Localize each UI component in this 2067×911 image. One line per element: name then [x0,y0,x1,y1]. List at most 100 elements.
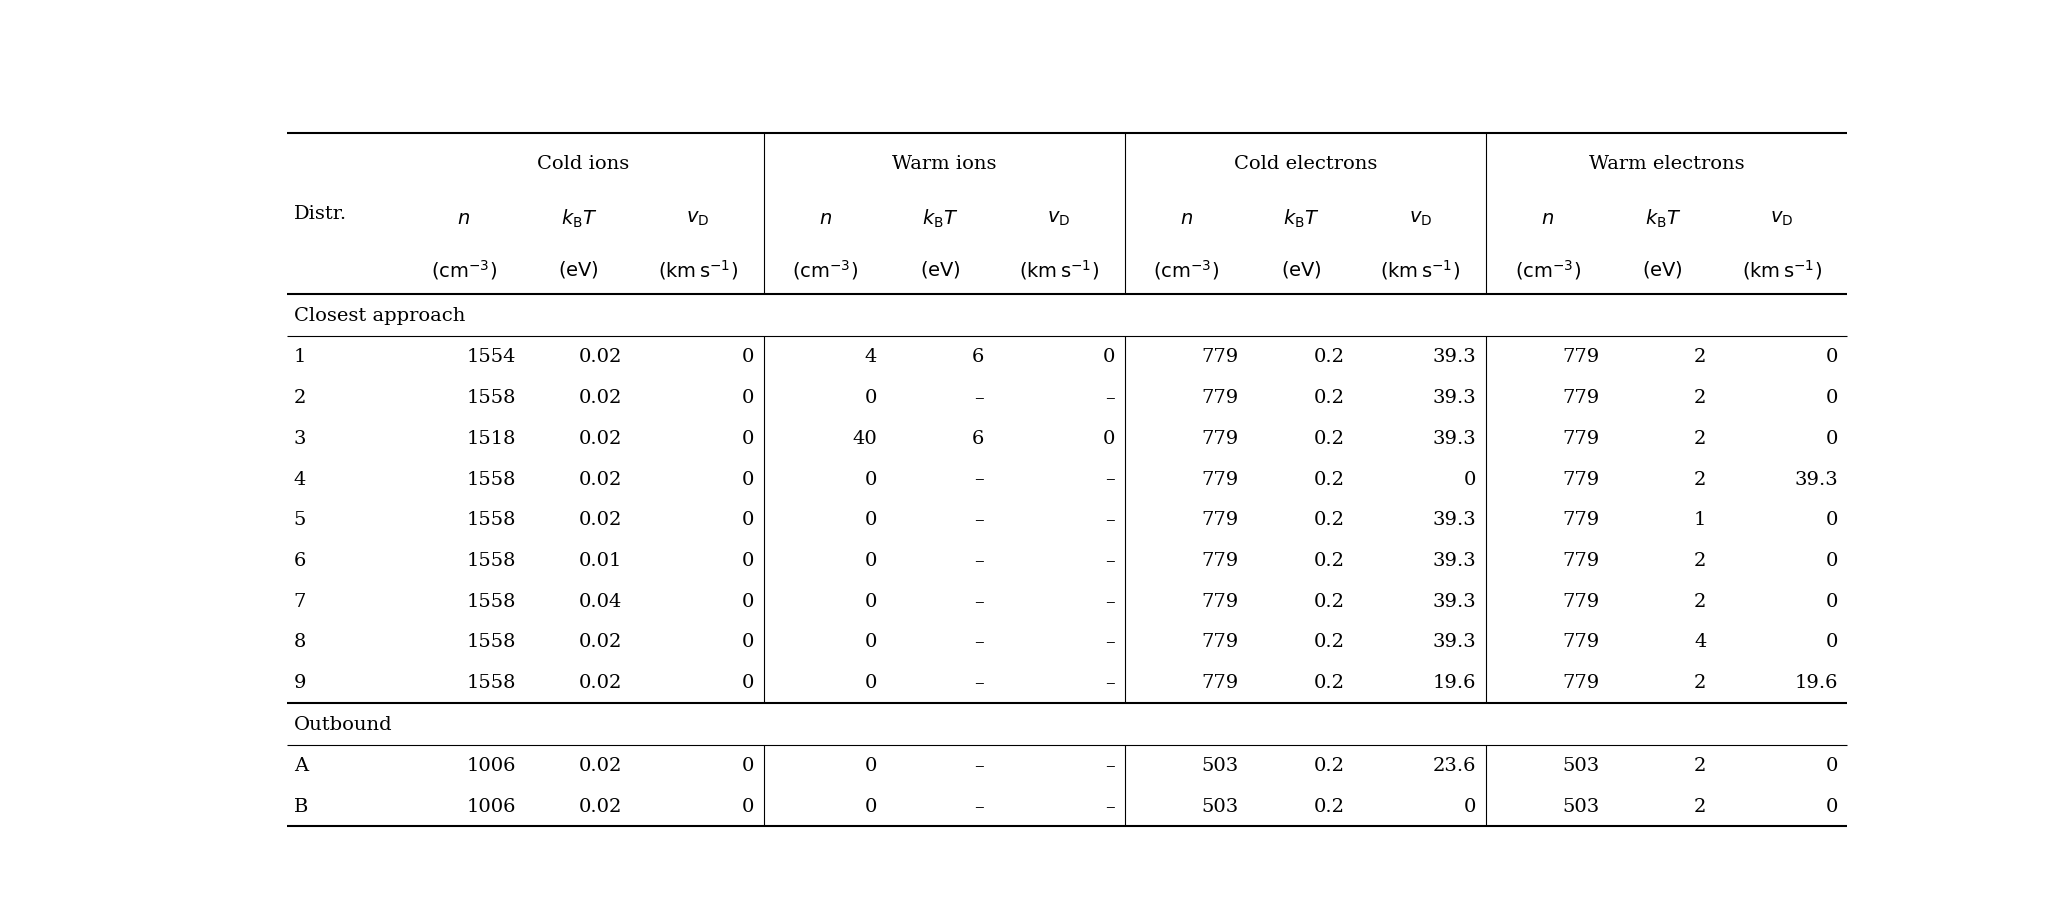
Text: 19.6: 19.6 [1432,673,1476,691]
Text: 39.3: 39.3 [1432,348,1476,366]
Text: 39.3: 39.3 [1794,470,1838,488]
Text: $n$: $n$ [1542,210,1554,228]
Text: 0.01: 0.01 [579,551,622,569]
Text: Cold electrons: Cold electrons [1234,155,1377,173]
Text: 0.02: 0.02 [579,756,622,774]
Text: –: – [1106,756,1116,774]
Text: 6: 6 [971,348,984,366]
Text: 0: 0 [1825,348,1838,366]
Text: 779: 779 [1201,551,1238,569]
Text: 0.2: 0.2 [1315,592,1346,610]
Text: 40: 40 [852,429,876,447]
Text: 39.3: 39.3 [1432,592,1476,610]
Text: 2: 2 [1695,348,1707,366]
Text: 39.3: 39.3 [1432,511,1476,528]
Text: Outbound: Outbound [294,715,393,732]
Text: $n$: $n$ [457,210,471,228]
Text: 0.02: 0.02 [579,797,622,814]
Text: 6: 6 [294,551,306,569]
Text: 503: 503 [1201,797,1238,814]
Text: 1558: 1558 [467,470,517,488]
Text: 779: 779 [1563,429,1600,447]
Text: 779: 779 [1563,673,1600,691]
Text: $(\rm eV)$: $(\rm eV)$ [558,259,599,280]
Text: $(\rm km\,s^{-1})$: $(\rm km\,s^{-1})$ [1742,257,1821,281]
Text: 39.3: 39.3 [1432,429,1476,447]
Text: 0: 0 [742,389,754,406]
Text: 0.02: 0.02 [579,511,622,528]
Text: 0.2: 0.2 [1315,797,1346,814]
Text: 5: 5 [294,511,306,528]
Text: 0: 0 [1825,551,1838,569]
Text: 2: 2 [1695,551,1707,569]
Text: –: – [974,511,984,528]
Text: 0: 0 [742,551,754,569]
Text: 503: 503 [1563,756,1600,774]
Text: 0.2: 0.2 [1315,673,1346,691]
Text: 0: 0 [1463,797,1476,814]
Text: $v_{\rm D}$: $v_{\rm D}$ [1410,210,1432,228]
Text: 0: 0 [742,673,754,691]
Text: 9: 9 [294,673,306,691]
Text: 0: 0 [1825,389,1838,406]
Text: 779: 779 [1563,348,1600,366]
Text: 1558: 1558 [467,389,517,406]
Text: 779: 779 [1201,389,1238,406]
Text: 0.02: 0.02 [579,633,622,650]
Text: –: – [1106,389,1116,406]
Text: –: – [1106,633,1116,650]
Text: 503: 503 [1563,797,1600,814]
Text: 0: 0 [864,797,876,814]
Text: –: – [1106,592,1116,610]
Text: Cold ions: Cold ions [537,155,628,173]
Text: 779: 779 [1201,348,1238,366]
Text: 7: 7 [294,592,306,610]
Text: –: – [974,470,984,488]
Text: Closest approach: Closest approach [294,307,465,324]
Text: 0.2: 0.2 [1315,633,1346,650]
Text: –: – [974,673,984,691]
Text: 39.3: 39.3 [1432,633,1476,650]
Text: 779: 779 [1201,633,1238,650]
Text: $(\rm cm^{-3})$: $(\rm cm^{-3})$ [430,257,496,281]
Text: 779: 779 [1201,470,1238,488]
Text: $k_{\rm B}T$: $k_{\rm B}T$ [922,208,959,230]
Text: 0: 0 [742,348,754,366]
Text: $v_{\rm D}$: $v_{\rm D}$ [686,210,709,228]
Text: 3: 3 [294,429,306,447]
Text: 0: 0 [1825,592,1838,610]
Text: –: – [974,797,984,814]
Text: 0.2: 0.2 [1315,551,1346,569]
Text: $(\rm km\,s^{-1})$: $(\rm km\,s^{-1})$ [1019,257,1100,281]
Text: 0: 0 [1825,429,1838,447]
Text: 4: 4 [864,348,876,366]
Text: 1518: 1518 [467,429,517,447]
Text: 1558: 1558 [467,673,517,691]
Text: $k_{\rm B}T$: $k_{\rm B}T$ [560,208,597,230]
Text: 1554: 1554 [467,348,517,366]
Text: 2: 2 [1695,592,1707,610]
Text: 0.2: 0.2 [1315,389,1346,406]
Text: 0: 0 [864,673,876,691]
Text: 2: 2 [1695,429,1707,447]
Text: $k_{\rm B}T$: $k_{\rm B}T$ [1284,208,1319,230]
Text: 0: 0 [742,470,754,488]
Text: $(\rm cm^{-3})$: $(\rm cm^{-3})$ [1515,257,1581,281]
Text: –: – [1106,511,1116,528]
Text: 779: 779 [1563,511,1600,528]
Text: 1: 1 [294,348,306,366]
Text: 0: 0 [1463,470,1476,488]
Text: 2: 2 [1695,673,1707,691]
Text: 2: 2 [1695,797,1707,814]
Text: 0: 0 [742,756,754,774]
Text: –: – [1106,470,1116,488]
Text: 0: 0 [864,511,876,528]
Text: 0.02: 0.02 [579,429,622,447]
Text: 0.02: 0.02 [579,389,622,406]
Text: 779: 779 [1563,470,1600,488]
Text: –: – [974,389,984,406]
Text: 1006: 1006 [467,797,517,814]
Text: 0: 0 [864,756,876,774]
Text: $(\rm km\,s^{-1})$: $(\rm km\,s^{-1})$ [657,257,738,281]
Text: 0: 0 [1104,348,1116,366]
